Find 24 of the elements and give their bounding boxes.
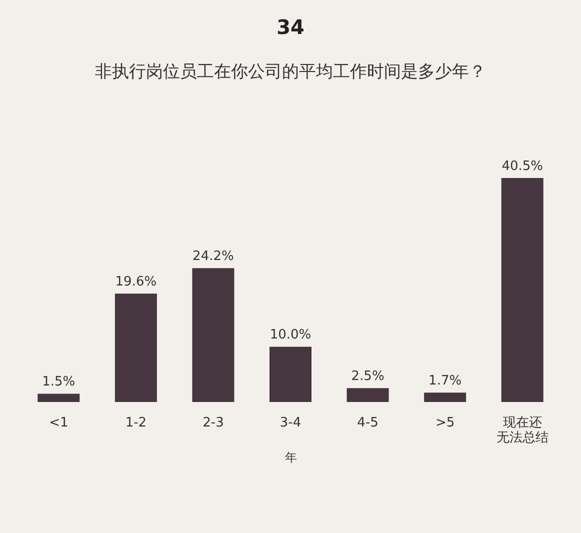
x-tick-label: 2-3 [202,416,224,430]
data-label: 10.0% [270,328,312,343]
data-label: 19.6% [115,274,157,290]
data-label: 24.2% [192,249,234,264]
x-tick-label: 3-4 [280,416,302,430]
data-label: 40.5% [502,159,544,174]
x-tick-label: 4-5 [357,416,378,430]
bar [114,294,157,402]
chart-subtitle: 非执行岗位员工在你公司的平均工作时间是多少年？ [95,62,486,82]
bar [192,268,234,402]
bar [501,178,544,402]
x-axis-title: 年 [285,450,297,464]
x-tick-label: >5 [435,416,455,430]
bar [424,392,466,402]
x-tick-label: <1 [49,416,68,430]
data-label: 1.5% [42,374,76,390]
x-tick-label: 现在还无法总结 [496,416,548,446]
x-tick-label: 1-2 [125,416,147,430]
data-label: 1.7% [428,374,462,389]
bar [346,388,389,402]
chart-title: 34 [276,15,304,39]
bar [270,346,312,402]
bar [38,394,80,402]
data-label: 2.5% [351,369,384,384]
